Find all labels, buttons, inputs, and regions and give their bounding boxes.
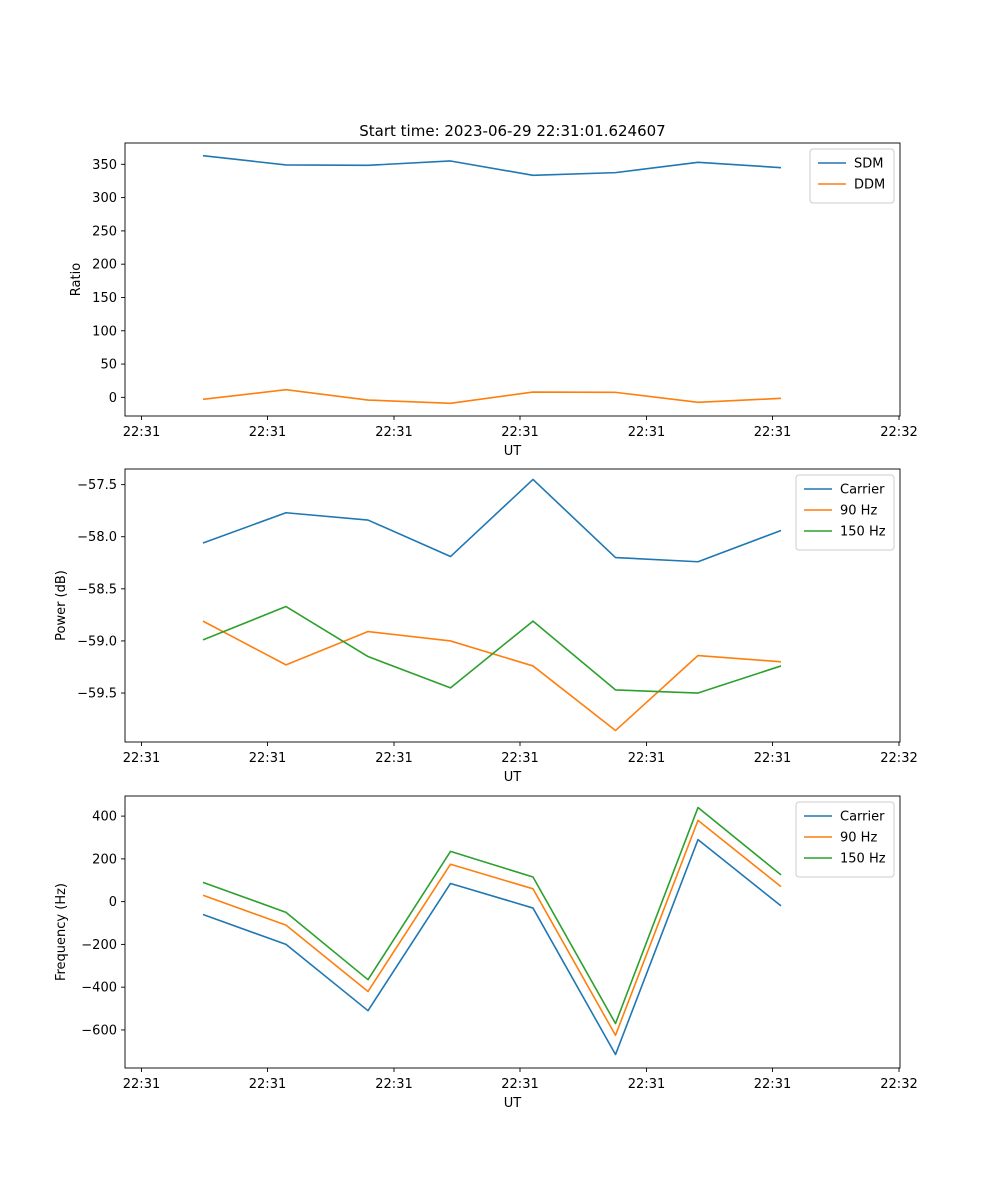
- frequency-panel: 22:31 22:31 22:31 22:31 22:31 22:31 22:32 −600 −…: [54, 795, 918, 1111]
- y-tick-label: −200: [81, 938, 117, 953]
- y-axis-label: Ratio: [69, 263, 84, 296]
- x-tick-label: 22:31: [249, 751, 286, 766]
- axes-frame: [124, 142, 901, 417]
- x-tick-label: 22:31: [628, 425, 665, 440]
- x-tick-label: 22:31: [123, 425, 160, 440]
- y-tick-label: 150: [92, 291, 117, 306]
- legend-label: SDM: [854, 157, 883, 172]
- x-axis-label: UT: [504, 770, 522, 785]
- x-tick-label: 22:31: [375, 425, 412, 440]
- x-tick-label: 22:32: [880, 751, 917, 766]
- series-line-2: [202, 806, 782, 1025]
- series-line-2: [202, 605, 782, 694]
- legend-label: Carrier: [840, 810, 885, 825]
- series-line-0: [202, 478, 782, 563]
- figure-title: Start time: 2023-06-29 22:31:01.624607: [359, 122, 665, 140]
- axes-frame: [124, 468, 901, 743]
- legend-label: Carrier: [840, 483, 885, 498]
- y-tick-label: −58.5: [77, 582, 117, 597]
- legend-label: 90 Hz: [840, 504, 877, 519]
- y-tick-label: −57.5: [77, 478, 117, 493]
- x-tick-label: 22:31: [249, 425, 286, 440]
- ratio-panel: 22:31 22:31 22:31 22:31 22:31 22:31 22:32 0 50 10…: [69, 142, 918, 459]
- series-line-1: [202, 620, 782, 732]
- y-tick-label: 0: [109, 895, 117, 910]
- legend-label: 90 Hz: [840, 831, 877, 846]
- y-tick-label: −58.0: [77, 530, 117, 545]
- x-tick-label: 22:31: [249, 1077, 286, 1092]
- x-tick-label: 22:31: [501, 751, 538, 766]
- x-tick-label: 22:31: [123, 1077, 160, 1092]
- y-tick-label: 50: [100, 358, 117, 373]
- y-tick-label: 100: [92, 324, 117, 339]
- y-tick-label: 250: [92, 224, 117, 239]
- x-tick-label: 22:32: [880, 1077, 917, 1092]
- x-tick-label: 22:31: [628, 1077, 665, 1092]
- y-axis-label: Power (dB): [54, 570, 69, 641]
- y-tick-label: −400: [81, 981, 117, 996]
- y-tick-label: −59.0: [77, 634, 117, 649]
- y-tick-label: 400: [92, 810, 117, 825]
- y-tick-label: −600: [81, 1023, 117, 1038]
- legend-label: 150 Hz: [840, 852, 886, 867]
- axes-frame: [124, 795, 901, 1069]
- x-tick-label: 22:31: [501, 1077, 538, 1092]
- series-line-0: [202, 838, 782, 1056]
- y-tick-label: 0: [109, 391, 117, 406]
- x-axis-label: UT: [504, 1096, 522, 1111]
- x-tick-label: 22:32: [880, 425, 917, 440]
- x-tick-label: 22:31: [501, 425, 538, 440]
- x-axis-label: UT: [504, 444, 522, 459]
- x-tick-label: 22:31: [628, 751, 665, 766]
- y-tick-label: 350: [92, 158, 117, 173]
- series-line-1: [202, 388, 782, 405]
- power-panel: 22:31 22:31 22:31 22:31 22:31 22:31 22:32 −59.5…: [54, 468, 918, 785]
- legend-label: DDM: [854, 178, 885, 193]
- y-tick-label: 300: [92, 191, 117, 206]
- x-tick-label: 22:31: [375, 751, 412, 766]
- y-axis-label: Frequency (Hz): [54, 883, 69, 981]
- x-tick-label: 22:31: [375, 1077, 412, 1092]
- x-tick-label: 22:31: [754, 1077, 791, 1092]
- y-tick-label: −59.5: [77, 687, 117, 702]
- x-tick-label: 22:31: [754, 425, 791, 440]
- x-tick-label: 22:31: [754, 751, 791, 766]
- x-tick-label: 22:31: [123, 751, 160, 766]
- y-tick-label: 200: [92, 258, 117, 273]
- legend-label: 150 Hz: [840, 525, 886, 540]
- series-line-1: [202, 819, 782, 1037]
- y-tick-label: 200: [92, 852, 117, 867]
- series-line-0: [202, 154, 782, 177]
